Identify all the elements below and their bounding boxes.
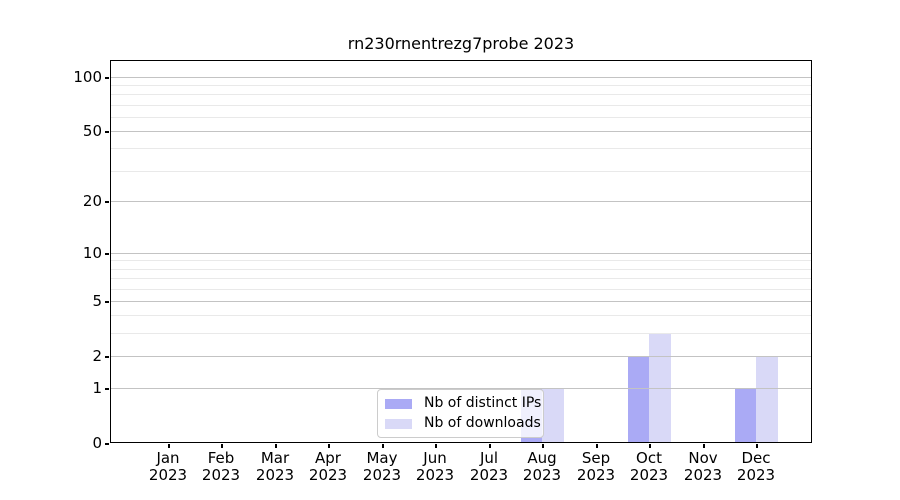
chart-title: rn230rnentrezg7probe 2023 [347, 34, 575, 53]
x-tick-mark [649, 444, 651, 448]
x-tick-mark [542, 444, 544, 448]
x-tick-year: 2023 [415, 466, 455, 484]
x-tick-label-jan: Jan 2023 [140, 450, 196, 484]
x-tick-month: Apr [315, 449, 341, 467]
x-tick-month: Feb [207, 449, 235, 467]
y-tick-label: 20 [82, 192, 102, 210]
x-tick-label-may: May 2023 [354, 450, 410, 484]
legend-swatch-downloads [385, 418, 412, 429]
gridline-major [110, 388, 812, 389]
bar-dec-series1 [756, 356, 778, 443]
legend-item-distinct-ips: Nb of distinct IPs [385, 396, 541, 411]
y-tick-label: 2 [92, 347, 102, 365]
x-tick-year: 2023 [255, 466, 295, 484]
x-tick-month: Sep [581, 449, 611, 467]
x-tick-mark [328, 444, 330, 448]
gridline-minor [110, 171, 812, 172]
gridline-major [110, 131, 812, 132]
x-tick-mark [489, 444, 491, 448]
y-tick-label: 1 [92, 379, 102, 397]
gridline-major [110, 77, 812, 78]
gridline-minor [110, 269, 812, 270]
gridline-minor [110, 117, 812, 118]
y-tick-mark [105, 301, 109, 303]
x-tick-month: Oct [636, 449, 662, 467]
y-tick-label: 5 [92, 292, 102, 310]
bar-oct-series0 [628, 356, 650, 443]
gridline-minor [110, 260, 812, 261]
x-tick-label-mar: Mar 2023 [247, 450, 303, 484]
x-tick-month: May [366, 449, 398, 467]
y-tick-mark [105, 388, 109, 390]
x-tick-month: Nov [688, 449, 718, 467]
gridline-major [110, 356, 812, 357]
x-tick-year: 2023 [148, 466, 188, 484]
bar-aug-series1 [542, 388, 564, 443]
legend-swatch-distinct-ips [385, 398, 412, 409]
x-tick-year: 2023 [629, 466, 669, 484]
x-tick-year: 2023 [469, 466, 509, 484]
x-tick-year: 2023 [308, 466, 348, 484]
x-tick-label-dec: Dec 2023 [728, 450, 784, 484]
x-tick-label-aug: Aug 2023 [514, 450, 570, 484]
gridline-minor [110, 94, 812, 95]
x-tick-mark [596, 444, 598, 448]
y-tick-label: 50 [82, 122, 102, 140]
gridline-minor [110, 289, 812, 290]
x-tick-label-apr: Apr 2023 [300, 450, 356, 484]
legend-label-distinct-ips: Nb of distinct IPs [424, 395, 542, 411]
y-tick-mark [105, 77, 109, 79]
plot-area [110, 60, 812, 443]
x-tick-year: 2023 [522, 466, 562, 484]
x-tick-mark [435, 444, 437, 448]
x-tick-month: Jul [479, 449, 499, 467]
x-tick-label-oct: Oct 2023 [621, 450, 677, 484]
bar-dec-series0 [735, 388, 757, 443]
x-tick-label-sep: Sep 2023 [568, 450, 624, 484]
y-tick-label: 10 [82, 244, 102, 262]
x-tick-month: Dec [741, 449, 771, 467]
x-tick-label-nov: Nov 2023 [675, 450, 731, 484]
gridline-major [110, 201, 812, 202]
gridline-major [110, 253, 812, 254]
gridline-minor [110, 333, 812, 334]
legend: Nb of distinct IPs Nb of downloads [377, 389, 544, 438]
x-tick-mark [168, 444, 170, 448]
x-tick-mark [221, 444, 223, 448]
x-tick-label-jul: Jul 2023 [461, 450, 517, 484]
gridline-minor [110, 105, 812, 106]
x-tick-month: Jun [423, 449, 447, 467]
x-tick-mark [382, 444, 384, 448]
x-tick-mark [703, 444, 705, 448]
gridline-minor [110, 278, 812, 279]
x-tick-label-feb: Feb 2023 [193, 450, 249, 484]
y-tick-mark [105, 356, 109, 358]
gridline-minor [110, 85, 812, 86]
x-tick-year: 2023 [736, 466, 776, 484]
x-tick-month: Aug [527, 449, 557, 467]
gridline-minor [110, 315, 812, 316]
x-tick-mark [756, 444, 758, 448]
y-tick-label: 100 [73, 68, 102, 86]
x-tick-year: 2023 [201, 466, 241, 484]
x-tick-month: Jan [156, 449, 180, 467]
gridline-minor [110, 148, 812, 149]
x-tick-year: 2023 [683, 466, 723, 484]
x-tick-label-jun: Jun 2023 [407, 450, 463, 484]
y-tick-label: 0 [92, 434, 102, 452]
y-tick-mark [105, 201, 109, 203]
gridline-major [110, 301, 812, 302]
legend-label-downloads: Nb of downloads [424, 415, 541, 431]
y-tick-mark [105, 131, 109, 133]
legend-item-downloads: Nb of downloads [385, 416, 541, 431]
x-tick-year: 2023 [576, 466, 616, 484]
y-tick-mark [105, 253, 109, 255]
x-tick-year: 2023 [362, 466, 402, 484]
y-tick-mark [105, 443, 109, 445]
x-tick-month: Mar [260, 449, 290, 467]
x-tick-mark [275, 444, 277, 448]
